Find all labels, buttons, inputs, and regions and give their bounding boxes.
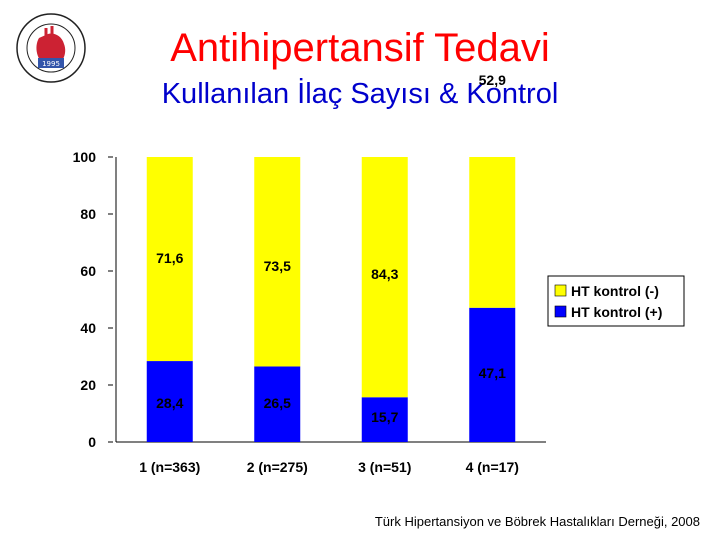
bar-ht-kontrol-minus [469,157,516,308]
data-label-ht-kontrol-plus: 15,7 [371,409,398,425]
y-tick-label: 80 [80,206,96,222]
legend-label: HT kontrol (+) [571,304,662,320]
data-label-ht-kontrol-plus: 28,4 [156,395,183,411]
association-logo: 1995 [16,13,86,83]
bar-ht-kontrol-plus [254,366,301,442]
bar-ht-kontrol-minus [361,157,408,398]
source-footer: Türk Hipertansiyon ve Böbrek Hastalıklar… [374,514,700,529]
legend-label: HT kontrol (-) [571,283,659,299]
data-label-ht-kontrol-minus: 73,5 [264,258,291,274]
page-title: Antihipertansif Tedavi [170,26,550,70]
x-tick-label: 3 (n=51) [358,459,411,475]
data-label-ht-kontrol-plus: 26,5 [264,395,291,411]
data-label-ht-kontrol-minus: 52,9 [479,72,506,88]
y-tick-label: 0 [88,434,96,450]
data-label-ht-kontrol-minus: 84,3 [371,266,398,282]
x-tick-label: 4 (n=17) [466,459,519,475]
y-tick-label: 20 [80,377,96,393]
bar-ht-kontrol-minus [146,157,193,362]
page-subtitle: Kullanılan İlaç Sayısı & Kontrol [161,78,559,110]
data-label-ht-kontrol-minus: 71,6 [156,250,183,266]
y-tick-label: 40 [80,320,96,336]
bar-ht-kontrol-plus [146,361,193,442]
legend-swatch [554,305,567,318]
logo-year: 1995 [42,60,60,68]
y-tick-label: 60 [80,263,96,279]
bar-ht-kontrol-plus [469,307,516,442]
legend-box [547,275,685,327]
x-tick-label: 1 (n=363) [139,459,200,475]
x-tick-label: 2 (n=275) [247,459,308,475]
y-tick-label: 100 [73,149,97,165]
legend-swatch [554,284,567,297]
bar-ht-kontrol-minus [254,157,301,367]
data-label-ht-kontrol-plus: 47,1 [479,365,506,381]
bar-ht-kontrol-plus [361,397,408,442]
